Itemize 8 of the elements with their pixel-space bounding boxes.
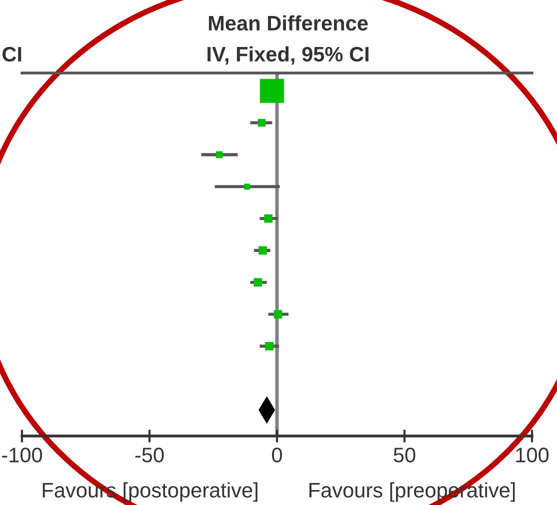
x-tick-label: -50 [135, 448, 164, 462]
x-tick-label: 100 [516, 448, 549, 462]
text: CI [2, 46, 22, 62]
chart-title: Mean Difference [208, 15, 368, 31]
x-tick-label: -100 [2, 448, 42, 462]
chart-subtitle: IV, Fixed, 95% CI [208, 46, 368, 65]
x-tick-label: 50 [394, 448, 416, 462]
x-tick-label: 0 [272, 448, 282, 462]
